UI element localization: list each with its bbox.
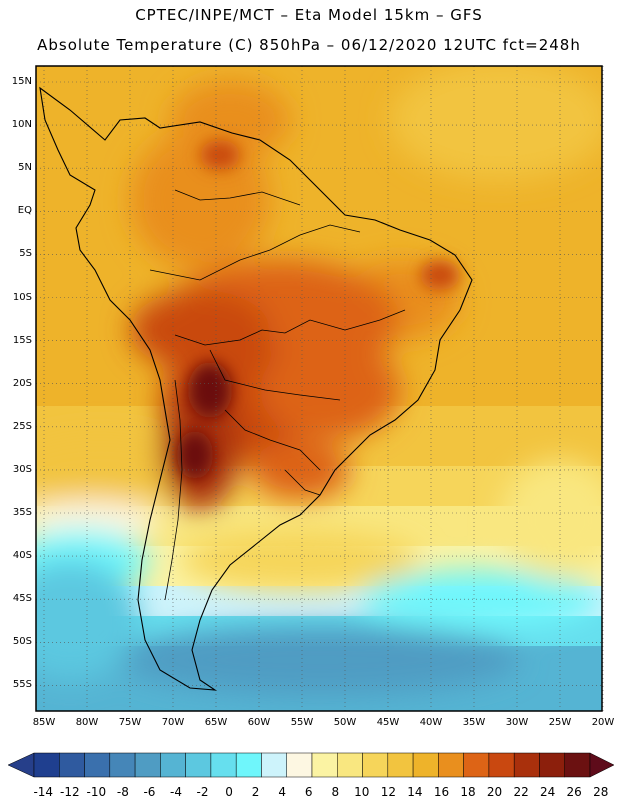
colorbar-swatch [412,752,439,778]
lat-tick-label: 55S [12,679,32,691]
colorbar-tick-label: 6 [304,785,313,799]
colorbar-tick-label: -14 [33,785,54,799]
lat-tick-label: 10S [12,291,32,303]
colorbar-high-arrow [589,752,615,778]
colorbar-swatch [185,752,212,778]
colorbar-swatch [387,752,414,778]
country-borders [149,189,406,601]
colorbar-tick-label: 12 [380,785,396,799]
chart-subtitle: Absolute Temperature (C) 850hPa – 06/12/… [37,36,581,54]
colorbar-swatch [463,752,490,778]
colorbar-low-arrow [7,752,35,778]
lon-tick-label: 60W [247,717,271,728]
colorbar-swatch [235,752,262,778]
lat-tick-label: 5S [19,248,32,260]
colorbar-tick-label: -2 [196,785,209,799]
lon-tick-label: 70W [161,717,185,728]
lat-tick-label: 25S [12,420,32,432]
colorbar-tick-label: -10 [86,785,107,799]
lon-tick-label: 50W [333,717,357,728]
colorbar-swatch [160,752,186,778]
lat-tick-label: 40S [12,550,32,562]
colorbar-tick-label: 8 [331,785,340,799]
lon-tick-label: 65W [204,717,228,728]
colorbar-swatch [311,752,338,778]
colorbar-tick-label: 10 [354,785,370,799]
lon-tick-label: 45W [376,717,400,728]
colorbar-tick-label: 0 [225,785,233,799]
colorbar [7,752,615,778]
colorbar-swatch [337,752,363,778]
lat-tick-label: EQ [17,205,32,217]
lat-tick-label: 15S [12,334,32,346]
colorbar-tick-label: -4 [170,785,182,799]
colorbar-tick-label: 2 [251,785,260,799]
lat-tick-label: 35S [12,507,32,518]
lon-tick-label: 35W [462,717,486,728]
lon-tick-label: 20W [591,717,615,728]
chart-title: CPTEC/INPE/MCT – Eta Model 15km – GFS [135,6,483,24]
lat-tick-label: 15N [11,76,32,87]
colorbar-swatch [134,752,161,778]
lat-tick-label: 45S [12,593,32,605]
colorbar-tick-label: 14 [407,785,423,799]
colorbar-tick-label: 4 [278,785,286,799]
colorbar-tick-label: -6 [143,785,156,799]
lat-tick-label: 50S [12,636,32,648]
lon-tick-label: 75W [118,717,142,728]
colorbar-tick-label: 16 [433,785,450,799]
colorbar-tick-label: 18 [460,785,476,799]
lon-tick-label: 30W [505,717,529,728]
colorbar-swatch [488,752,515,778]
lon-tick-label: 85W [32,717,56,728]
lon-tick-label: 25W [548,717,572,728]
lat-tick-label: 20S [12,377,32,389]
colorbar-swatch [286,752,313,778]
colorbar-swatch [539,752,565,778]
colorbar-swatch [438,752,464,778]
map-frame [35,65,603,712]
lon-tick-label: 40W [419,717,443,728]
lon-tick-label: 55W [290,717,314,728]
coastline [39,86,473,691]
lat-tick-label: 30S [12,463,32,475]
colorbar-tick-label: 28 [593,785,609,799]
lat-tick-label: 10N [11,119,32,131]
lat-tick-label: 5N [18,162,32,174]
lon-tick-label: 80W [75,717,99,728]
colorbar-tick-label: -8 [116,785,129,799]
colorbar-tick-label: 22 [513,785,529,799]
colorbar-swatch [210,752,237,778]
temperature-field [36,66,602,711]
colorbar-tick-label: 20 [486,785,503,799]
colorbar-swatch [33,752,60,778]
colorbar-swatch [564,752,591,778]
colorbar-tick-label: 26 [566,785,582,799]
colorbar-tick-label: 24 [539,785,556,799]
colorbar-swatch [513,752,540,778]
colorbar-swatch [362,752,389,778]
colorbar-swatch [59,752,85,778]
colorbar-swatch [109,752,136,778]
colorbar-swatch [84,752,111,778]
colorbar-swatch [261,752,287,778]
colorbar-tick-label: -12 [60,785,80,799]
